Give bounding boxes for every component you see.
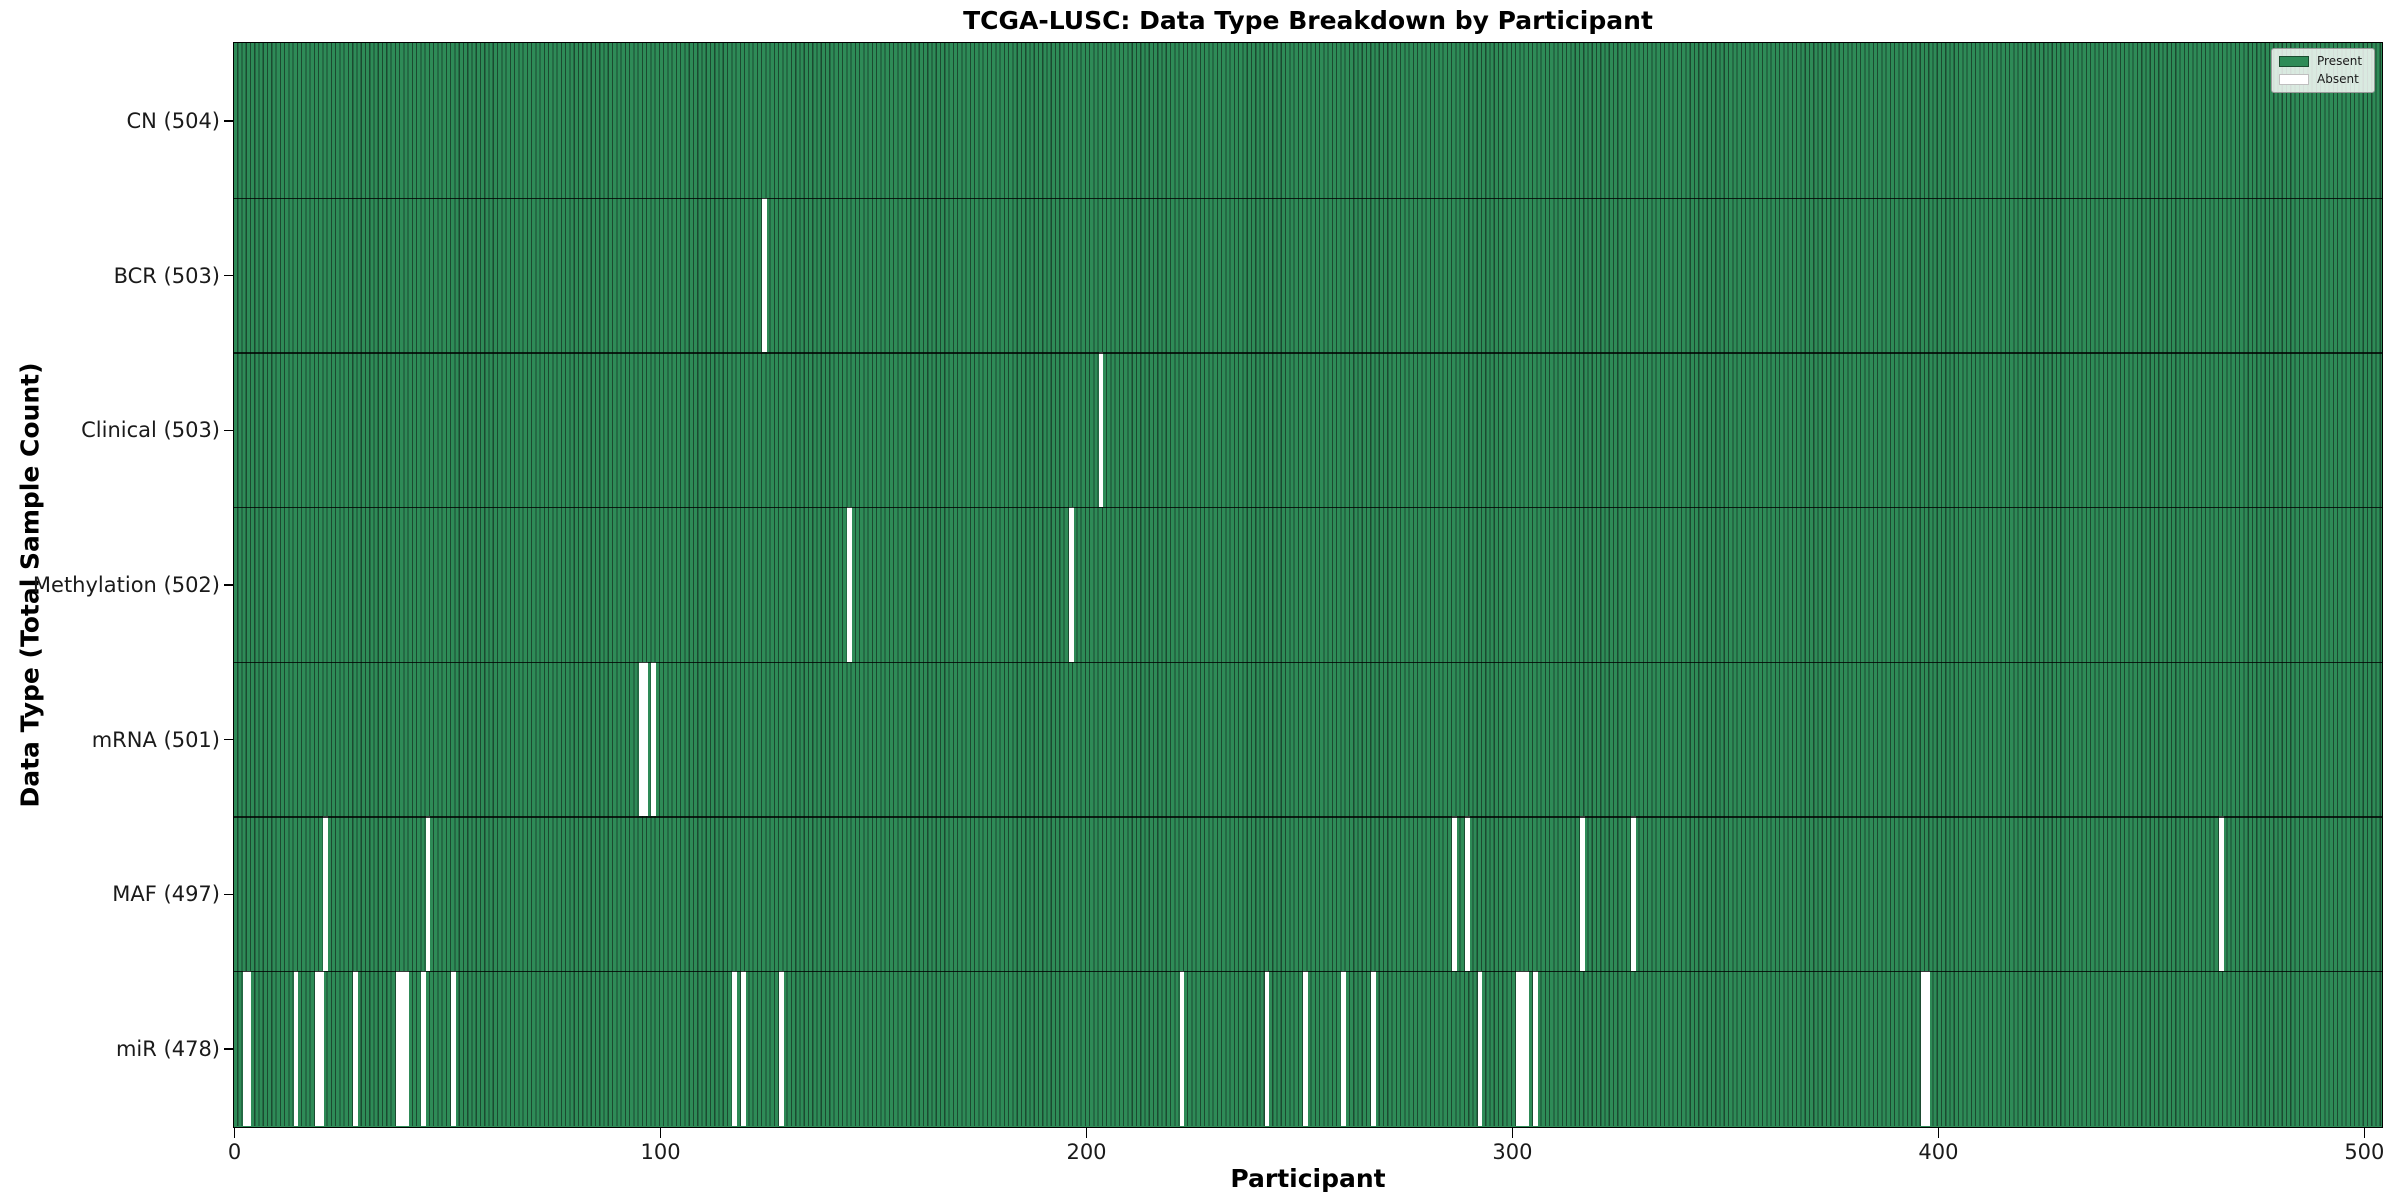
heatmap-row-mrna [234,661,2382,817]
plot-area [233,42,2383,1128]
absent-mark [323,816,329,972]
y-tick-mark [224,274,233,277]
heatmap-row-cn [234,43,2382,198]
absent-mark [1068,507,1074,662]
absent-mark [242,971,248,1126]
y-tick-label-cn: CN (504) [126,108,220,133]
absent-mark [1303,971,1308,1126]
absent-mark [740,971,746,1126]
row-separator [234,352,2382,354]
absent-mark [1371,971,1376,1126]
heatmap-row-bcr [234,197,2382,353]
x-tick-mark [2363,1128,2366,1138]
y-tick-label-mir: miR (478) [115,1037,220,1062]
absent-mark [425,816,431,972]
absent-mark [293,971,299,1126]
legend-swatch-absent-icon [2279,74,2309,86]
y-tick-mark [224,1048,233,1050]
x-tick-label-300: 300 [1492,1140,1533,1164]
absent-mark [1925,971,1930,1126]
x-tick-mark [233,1128,236,1138]
heatmap-row-clinical [234,352,2382,508]
absent-mark [2218,816,2224,972]
absent-mark [762,197,767,353]
row-separator [234,197,2382,199]
absent-mark [1516,971,1521,1126]
y-tick-label-mrna: mRNA (501) [91,727,220,752]
x-tick-label-100: 100 [640,1140,681,1164]
absent-mark [1580,816,1585,972]
y-tick-mark [224,738,233,741]
row-separator [234,661,2382,663]
x-tick-label-200: 200 [1066,1140,1107,1164]
y-tick-mark [224,893,233,896]
y-tick-label-maf: MAF (497) [112,882,220,907]
absent-mark [404,971,410,1126]
absent-mark [1341,971,1347,1126]
absent-mark [1533,971,1538,1126]
absent-mark [1920,971,1926,1126]
row-separator [234,507,2382,509]
heatmap-row-mir [234,971,2382,1126]
absent-mark [319,971,324,1126]
x-tick-label-0: 0 [227,1140,242,1164]
x-tick-mark [659,1128,662,1138]
absent-mark [395,971,401,1126]
y-tick-mark [224,584,233,586]
absent-mark [1465,816,1470,972]
absent-mark [1264,971,1270,1126]
y-tick-label-clinical: Clinical (503) [81,418,220,443]
absent-mark [246,971,252,1126]
absent-mark [400,971,405,1126]
heatmap-row-methylation [234,507,2382,662]
absent-mark [1179,971,1185,1126]
absent-mark [1631,816,1636,972]
row-separator [234,971,2382,973]
legend: Present Absent [2271,48,2375,93]
absent-mark [314,971,320,1126]
legend-swatch-present-icon [2279,55,2309,67]
absent-mark [732,971,738,1126]
absent-mark [353,971,358,1126]
y-tick-mark [224,120,233,122]
y-tick-label-methylation: Methylation (502) [32,573,220,597]
absent-mark [1098,352,1104,508]
absent-mark [1477,971,1483,1126]
legend-entry-present: Present [2279,54,2367,68]
absent-mark [1524,971,1530,1126]
absent-mark [421,971,427,1126]
x-tick-mark [1937,1128,1940,1138]
absent-mark [638,661,644,817]
absent-mark [651,661,657,817]
heatmap-row-maf [234,816,2382,972]
legend-entry-absent: Absent [2279,72,2367,86]
x-tick-mark [1511,1128,1514,1138]
absent-mark [1520,971,1526,1126]
chart-title: TCGA-LUSC: Data Type Breakdown by Partic… [963,6,1653,35]
absent-mark [847,507,853,662]
absent-mark [779,971,784,1126]
absent-mark [451,971,456,1126]
legend-label-present: Present [2317,54,2363,68]
x-tick-mark [1085,1128,1088,1138]
x-tick-label-500: 500 [2344,1140,2385,1164]
y-tick-label-bcr: BCR (503) [113,263,220,288]
absent-mark [642,661,648,817]
x-tick-label-400: 400 [1918,1140,1959,1164]
row-separator [234,816,2382,818]
x-axis-label: Participant [1230,1164,1386,1193]
y-tick-mark [224,429,233,432]
legend-label-absent: Absent [2317,72,2359,87]
absent-mark [1452,816,1457,972]
